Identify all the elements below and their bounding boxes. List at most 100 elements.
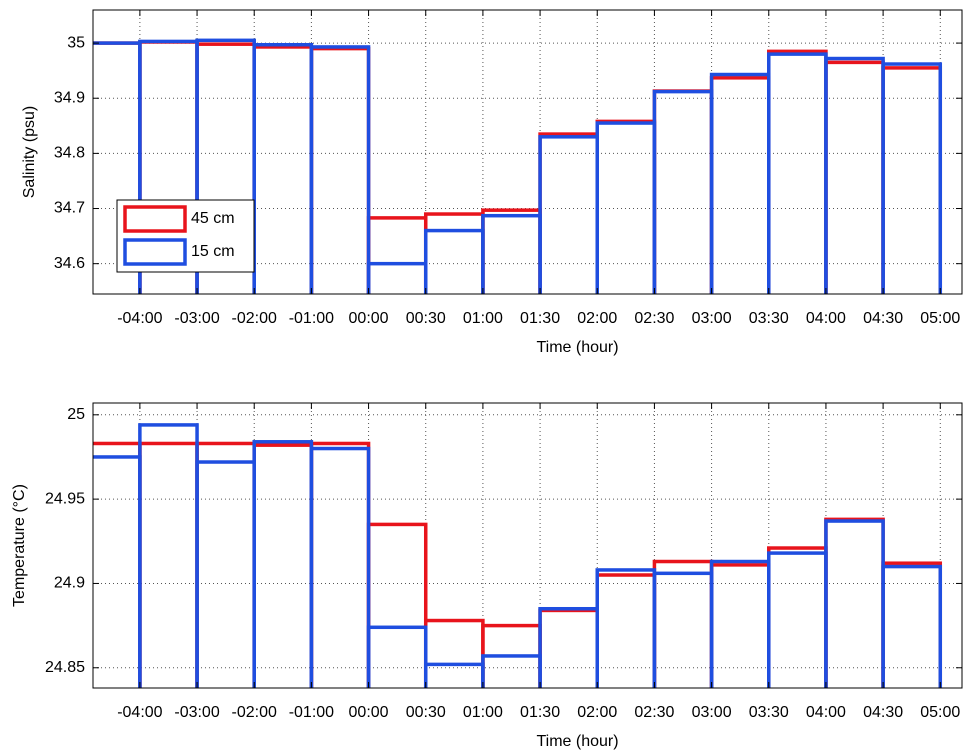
stair-bar <box>138 441 199 688</box>
stair-bar <box>709 559 771 688</box>
stair-bar <box>93 441 142 688</box>
stair-bar <box>366 216 428 294</box>
x-tick-label: 04:30 <box>863 310 903 327</box>
x-axis-label: Time (hour) <box>536 733 618 750</box>
stair-bar <box>309 45 371 294</box>
legend-swatch <box>123 205 187 233</box>
y-tick-label: 24.9 <box>54 575 85 592</box>
stair-bar <box>252 443 314 688</box>
x-tick-label: 03:00 <box>692 310 732 327</box>
stair-bar <box>423 662 485 688</box>
stair-bar <box>881 62 943 294</box>
stair-bar <box>595 573 657 688</box>
stair-bar <box>423 212 485 294</box>
axes-box <box>92 9 963 295</box>
stair-bar <box>595 119 657 294</box>
stair-bar <box>881 564 943 688</box>
y-tick-label: 34.8 <box>54 145 85 162</box>
x-axis-label: Time (hour) <box>536 339 618 356</box>
axes-box <box>92 402 963 689</box>
stair-bar <box>195 460 256 688</box>
x-tick-label: 02:30 <box>634 704 674 721</box>
legend-swatch <box>123 238 187 266</box>
stair-bar <box>595 121 657 294</box>
stair-bar <box>881 561 943 688</box>
y-tick-label: 34.6 <box>54 255 85 272</box>
x-tick-label: 01:30 <box>520 704 560 721</box>
x-tick-label: 01:30 <box>520 310 560 327</box>
x-tick-label: -01:00 <box>289 310 334 327</box>
x-tick-label: 05:00 <box>920 704 960 721</box>
stair-bar <box>538 606 599 688</box>
stair-bar <box>652 571 714 688</box>
stair-bar <box>252 45 314 294</box>
stair-bar <box>824 56 885 294</box>
x-tick-label: 04:00 <box>806 704 846 721</box>
stair-bar <box>652 89 714 294</box>
x-tick-label: 01:00 <box>463 704 503 721</box>
y-axis-label: Salinity (psu) <box>21 106 38 198</box>
x-tick-label: 04:30 <box>863 704 903 721</box>
stair-bar <box>709 563 771 688</box>
stair-bar <box>481 208 542 294</box>
stair-bar <box>538 132 599 294</box>
stair-bar <box>309 446 371 688</box>
x-tick-label: -02:00 <box>232 310 277 327</box>
plot-area <box>93 423 943 688</box>
stair-bar <box>481 654 542 688</box>
stair-bar <box>652 89 714 294</box>
y-tick-label: 25 <box>67 406 85 423</box>
stair-bar <box>366 625 428 688</box>
stair-bar <box>709 76 771 294</box>
stair-bar <box>423 618 485 688</box>
y-axis-label: Temperature (°C) <box>11 484 28 607</box>
x-tick-label: -04:00 <box>117 704 162 721</box>
stair-bar <box>824 60 885 294</box>
stair-bar <box>252 42 314 294</box>
y-tick-label: 34.9 <box>54 89 85 106</box>
stair-bar <box>481 213 542 294</box>
x-tick-label: -03:00 <box>174 704 219 721</box>
x-tick-label: 03:00 <box>692 704 732 721</box>
x-tick-label: -02:00 <box>232 704 277 721</box>
y-tick-label: 24.85 <box>45 659 85 676</box>
stair-bar <box>481 623 542 688</box>
x-tick-label: 02:00 <box>577 704 617 721</box>
stair-bar <box>767 49 828 294</box>
stair-bar <box>881 66 943 294</box>
stair-bar <box>652 559 714 688</box>
stair-bar <box>709 72 771 294</box>
y-tick-label: 34.7 <box>54 200 85 217</box>
legend-label: 15 cm <box>191 243 235 260</box>
x-tick-label: 00:00 <box>349 704 389 721</box>
y-tick-label: 35 <box>67 34 85 51</box>
x-tick-label: -04:00 <box>117 310 162 327</box>
stair-bar <box>195 441 256 688</box>
y-tick-label: 24.95 <box>45 490 85 507</box>
stair-bar <box>538 608 599 688</box>
plot-area <box>93 38 943 294</box>
stair-bar <box>423 228 485 294</box>
stair-bar <box>252 440 314 688</box>
stair-bar <box>824 519 885 688</box>
x-tick-label: 02:30 <box>634 310 674 327</box>
stair-bar <box>309 441 371 688</box>
stair-bar <box>767 52 828 294</box>
x-tick-label: -03:00 <box>174 310 219 327</box>
stair-bar <box>767 551 828 688</box>
stair-bar <box>538 135 599 294</box>
x-tick-label: 04:00 <box>806 310 846 327</box>
x-tick-label: 03:30 <box>749 704 789 721</box>
x-tick-label: 05:00 <box>920 310 960 327</box>
x-tick-label: 02:00 <box>577 310 617 327</box>
x-tick-label: 00:30 <box>406 310 446 327</box>
x-tick-label: 00:00 <box>349 310 389 327</box>
stair-bar <box>824 517 885 688</box>
stair-bar <box>767 546 828 688</box>
legend-label: 45 cm <box>191 210 235 227</box>
x-tick-label: -01:00 <box>289 704 334 721</box>
stair-bar <box>93 455 142 688</box>
x-tick-label: 03:30 <box>749 310 789 327</box>
stair-bar <box>138 423 199 688</box>
